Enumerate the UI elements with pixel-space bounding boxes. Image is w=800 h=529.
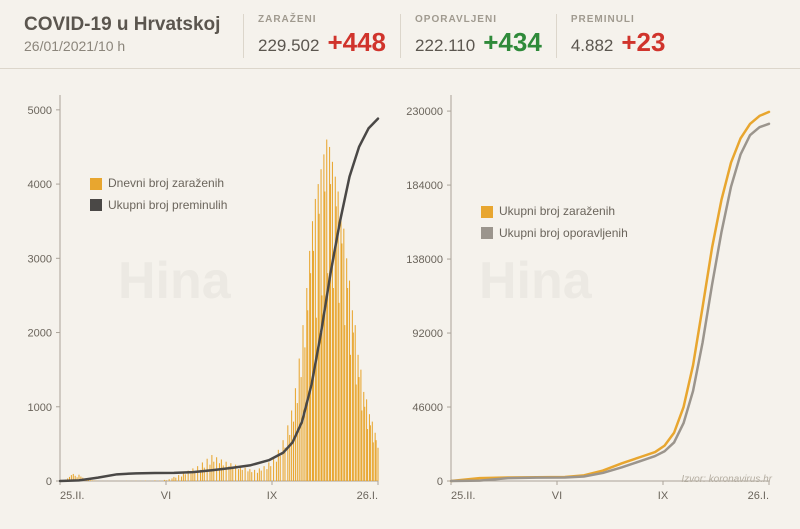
svg-text:VI: VI	[552, 490, 562, 502]
stat-recovered: OPORAVLJENI 222.110 +434	[401, 14, 557, 58]
svg-text:IX: IX	[658, 490, 669, 502]
svg-text:25.II.: 25.II.	[60, 490, 84, 502]
stat-label: OPORAVLJENI	[415, 14, 497, 25]
legend-item: Dnevni broj zaraženih	[90, 173, 227, 195]
chart-left-svg: 0 1000 2000 3000 4000 5000 25.II. VI IX 26.I.	[8, 81, 388, 521]
svg-text:4000: 4000	[28, 179, 52, 191]
chart-right-svg: 0 46000 92000 138000 184000 230000 25.II. VI IX 2…	[399, 81, 779, 521]
svg-text:2000: 2000	[28, 328, 52, 340]
svg-text:VI: VI	[161, 490, 171, 502]
legend-label: Dnevni broj zaraženih	[108, 173, 224, 195]
charts-row: Hina 01000200030004000500025.II.VIIX26.I…	[0, 69, 800, 529]
legend-item: Ukupni broj oporavljenih	[481, 223, 628, 245]
legend-left: Dnevni broj zaraženihUkupni broj preminu…	[90, 173, 227, 216]
svg-text:1000: 1000	[28, 402, 52, 414]
svg-text:0: 0	[437, 476, 443, 488]
page-title: COVID-19 u Hrvatskoj	[24, 14, 231, 36]
legend-swatch	[90, 178, 102, 190]
svg-text:IX: IX	[267, 490, 278, 502]
svg-text:0: 0	[46, 476, 52, 488]
chart-right: Hina 0460009200013800018400023000025.II.…	[399, 81, 782, 523]
stat-infected: ZARAŽENI 229.502 +448	[244, 14, 401, 58]
stat-delta: +448	[327, 27, 386, 58]
svg-text:26.I.: 26.I.	[357, 490, 378, 502]
source-label: Izvor: koronavirus.hr	[681, 474, 772, 485]
legend-label: Ukupni broj oporavljenih	[499, 223, 628, 245]
stat-total: 222.110	[415, 36, 475, 56]
legend-swatch	[481, 227, 493, 239]
chart-left: Hina 01000200030004000500025.II.VIIX26.I…	[8, 81, 391, 523]
svg-text:26.I.: 26.I.	[748, 490, 769, 502]
svg-text:138000: 138000	[406, 254, 443, 266]
stat-label: ZARAŽENI	[258, 14, 317, 25]
stat-total: 229.502	[258, 36, 319, 56]
svg-text:5000: 5000	[28, 105, 52, 117]
header: COVID-19 u Hrvatskoj 26/01/2021/10 h ZAR…	[0, 0, 800, 69]
page-subtitle: 26/01/2021/10 h	[24, 38, 231, 54]
svg-text:46000: 46000	[412, 402, 443, 414]
svg-text:25.II.: 25.II.	[451, 490, 475, 502]
legend-swatch	[481, 206, 493, 218]
legend-item: Ukupni broj zaraženih	[481, 201, 628, 223]
legend-label: Ukupni broj zaraženih	[499, 201, 615, 223]
stat-total: 4.882	[571, 36, 614, 56]
legend-right: Ukupni broj zaraženihUkupni broj oporavl…	[481, 201, 628, 244]
svg-text:92000: 92000	[412, 328, 443, 340]
svg-text:184000: 184000	[406, 180, 443, 192]
legend-item: Ukupni broj preminulih	[90, 195, 227, 217]
stat-label: PREMINULI	[571, 14, 635, 25]
legend-label: Ukupni broj preminulih	[108, 195, 227, 217]
svg-text:3000: 3000	[28, 253, 52, 265]
stat-delta: +434	[483, 27, 542, 58]
stat-deaths: PREMINULI 4.882 +23	[557, 14, 680, 58]
legend-swatch	[90, 199, 102, 211]
stat-delta: +23	[621, 27, 665, 58]
title-block: COVID-19 u Hrvatskoj 26/01/2021/10 h	[24, 14, 244, 58]
svg-text:230000: 230000	[406, 106, 443, 118]
